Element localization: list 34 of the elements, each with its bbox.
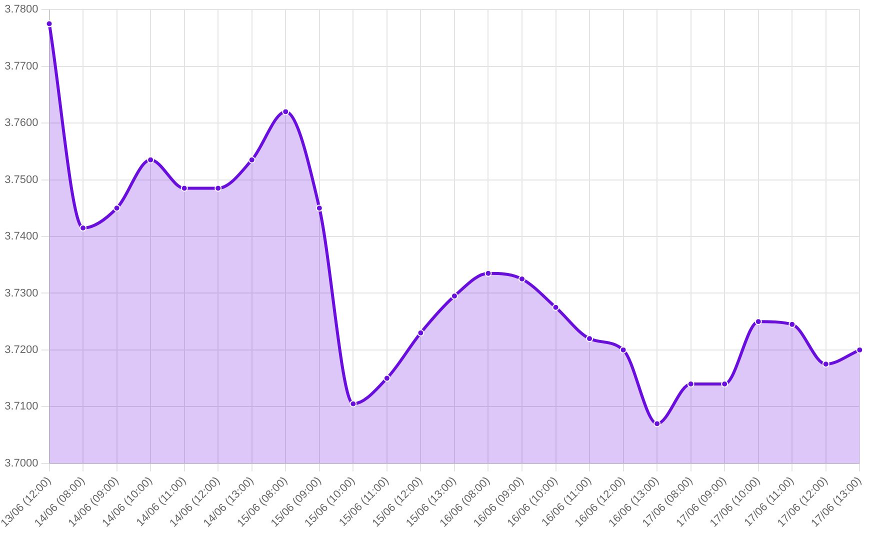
point (822, 360, 830, 368)
point (248, 156, 256, 164)
point (586, 335, 594, 342)
y-tick-label: 3.7600 (4, 117, 38, 130)
point (316, 204, 323, 212)
y-tick-label: 3.7200 (4, 344, 38, 356)
point (46, 20, 53, 28)
y-tick-label: 3.7100 (4, 400, 38, 413)
point (552, 304, 560, 311)
point (383, 374, 390, 382)
y-tick-label: 3.7400 (4, 230, 38, 243)
y-tick-label: 3.7000 (4, 457, 38, 470)
y-tick-label: 3.7300 (4, 287, 38, 300)
point (620, 346, 627, 354)
y-tick-label: 3.7500 (4, 174, 38, 186)
point (417, 329, 424, 336)
point (180, 184, 188, 192)
point (450, 292, 458, 300)
point (856, 346, 864, 354)
point (113, 204, 120, 212)
y-tick-label: 3.7800 (4, 4, 38, 16)
point (214, 184, 222, 192)
point (788, 320, 796, 328)
point (80, 224, 87, 232)
point (687, 380, 694, 388)
point (754, 318, 762, 326)
point (518, 276, 526, 283)
y-tick-label: 3.7700 (4, 60, 38, 72)
point (484, 270, 492, 277)
point (721, 380, 728, 388)
point (147, 156, 154, 164)
point (282, 108, 290, 116)
point (350, 400, 357, 408)
point (654, 420, 661, 428)
